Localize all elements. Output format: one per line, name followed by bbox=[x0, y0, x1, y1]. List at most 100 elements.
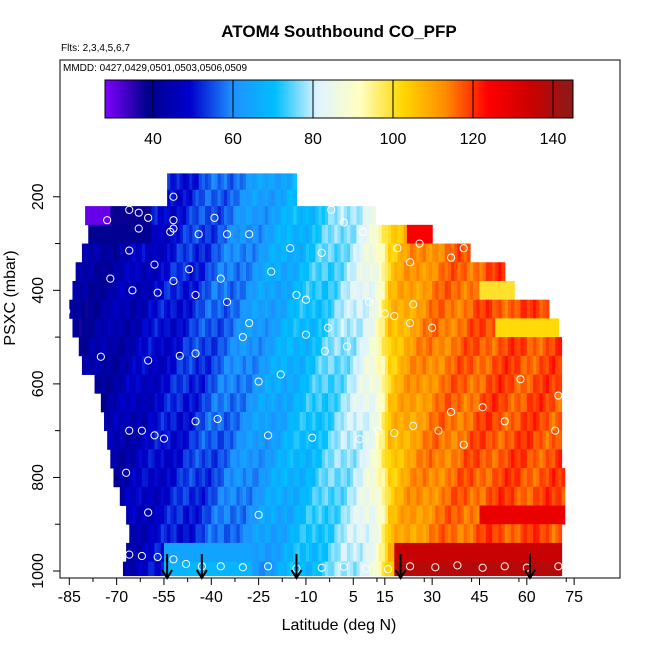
heatmap-cell bbox=[369, 393, 373, 413]
heatmap-cell bbox=[148, 468, 152, 488]
heatmap-cell bbox=[454, 243, 458, 263]
sample-point bbox=[516, 239, 525, 248]
x-tick-label: -10 bbox=[294, 589, 317, 606]
heatmap-cell bbox=[170, 206, 175, 226]
heatmap-cell bbox=[387, 224, 392, 244]
heatmap-cell bbox=[451, 318, 455, 338]
heatmap-cell bbox=[126, 337, 130, 357]
heatmap-cell bbox=[274, 189, 279, 207]
heatmap-cell bbox=[457, 318, 462, 338]
heatmap-cell bbox=[447, 299, 452, 319]
sample-point bbox=[428, 323, 437, 332]
heatmap-cell bbox=[419, 411, 424, 432]
heatmap-cell bbox=[189, 355, 193, 375]
heatmap-cell bbox=[264, 224, 269, 244]
heatmap-cell bbox=[520, 299, 525, 319]
heatmap-cell bbox=[258, 299, 263, 319]
heatmap-cell bbox=[397, 318, 402, 338]
heatmap-cell bbox=[444, 542, 449, 563]
heatmap-cell bbox=[296, 318, 301, 338]
x-tick-label: -85 bbox=[58, 589, 81, 606]
heatmap-cell bbox=[507, 542, 512, 563]
heatmap-cell bbox=[214, 206, 219, 226]
heatmap-cell bbox=[233, 505, 238, 525]
heatmap-cell bbox=[179, 262, 184, 282]
heatmap-cell bbox=[135, 318, 140, 338]
heatmap-cell bbox=[305, 505, 310, 525]
sample-point bbox=[374, 426, 383, 435]
heatmap-cell bbox=[129, 374, 134, 394]
heatmap-cell bbox=[476, 318, 481, 338]
y-tick-label: 400 bbox=[30, 277, 47, 304]
heatmap-cell bbox=[350, 393, 354, 413]
heatmap-cell bbox=[204, 243, 209, 263]
heatmap-cell bbox=[403, 280, 408, 301]
heatmap-cell bbox=[438, 411, 443, 432]
heatmap-cell bbox=[167, 542, 171, 563]
heatmap-cell bbox=[406, 337, 411, 357]
heatmap-cell bbox=[406, 411, 411, 432]
heatmap-cell bbox=[255, 561, 260, 577]
heatmap-cell bbox=[116, 262, 121, 282]
heatmap-cell bbox=[201, 318, 206, 338]
heatmap-cell bbox=[457, 449, 462, 469]
heatmap-cell bbox=[400, 299, 405, 319]
heatmap-cell bbox=[331, 262, 335, 282]
heatmap-cell bbox=[498, 542, 503, 563]
heatmap-cell bbox=[470, 524, 474, 544]
heatmap-cell bbox=[186, 486, 190, 506]
heatmap-cell bbox=[353, 262, 358, 282]
heatmap-cell bbox=[488, 337, 493, 357]
sample-point bbox=[390, 428, 399, 438]
heatmap-cell bbox=[539, 449, 544, 469]
heatmap-cell bbox=[107, 411, 111, 432]
heatmap-cell bbox=[299, 243, 304, 263]
sample-point bbox=[150, 431, 159, 440]
heatmap-cell bbox=[223, 189, 228, 207]
heatmap-cell bbox=[432, 449, 436, 469]
heatmap-cell bbox=[410, 374, 414, 394]
heatmap-cell bbox=[514, 430, 518, 450]
heatmap-cell bbox=[283, 524, 288, 544]
heatmap-cell bbox=[214, 318, 219, 338]
heatmap-cell bbox=[498, 318, 503, 338]
heatmap-cell bbox=[529, 393, 534, 413]
heatmap-cell bbox=[173, 524, 178, 544]
heatmap-cell bbox=[138, 374, 143, 394]
heatmap-cell bbox=[488, 505, 493, 525]
x-axis: -85 -70 -55 -40 -25 -10 5 15 30 45 60 75 bbox=[58, 578, 583, 606]
heatmap-cell bbox=[176, 337, 181, 357]
heatmap-cell bbox=[514, 505, 518, 525]
heatmap-cell bbox=[410, 505, 414, 525]
heatmap-cell bbox=[299, 486, 304, 506]
heatmap-cell bbox=[350, 355, 354, 375]
x-tick-label: 75 bbox=[565, 589, 583, 606]
heatmap-cell bbox=[318, 243, 323, 263]
heatmap-cell bbox=[548, 411, 553, 432]
x-tick-label: -25 bbox=[247, 589, 270, 606]
heatmap-cell bbox=[255, 449, 260, 469]
heatmap-cell bbox=[504, 561, 509, 577]
heatmap-cell bbox=[189, 189, 193, 207]
heatmap-cell bbox=[375, 262, 380, 282]
heatmap-cell bbox=[305, 374, 310, 394]
heatmap-cell bbox=[454, 337, 458, 357]
heatmap-cell bbox=[138, 243, 143, 263]
heatmap-cell bbox=[91, 318, 96, 338]
heatmap-cell bbox=[283, 299, 288, 319]
heatmap-cell bbox=[113, 430, 118, 450]
heatmap-cell bbox=[504, 299, 509, 319]
heatmap-cell bbox=[482, 280, 487, 301]
heatmap-cell bbox=[252, 542, 257, 563]
heatmap-cell bbox=[337, 355, 342, 375]
heatmap-cell bbox=[359, 355, 364, 375]
heatmap-cell bbox=[129, 505, 134, 525]
heatmap-cell bbox=[233, 337, 238, 357]
heatmap-cell bbox=[230, 449, 234, 469]
heatmap-cell bbox=[406, 561, 411, 577]
chart-title: ATOM4 Southbound CO_PFP bbox=[221, 22, 456, 41]
heatmap-cell bbox=[290, 430, 294, 450]
heatmap-cell bbox=[365, 486, 370, 506]
heatmap-cell bbox=[425, 486, 430, 506]
heatmap-cell bbox=[163, 411, 168, 432]
